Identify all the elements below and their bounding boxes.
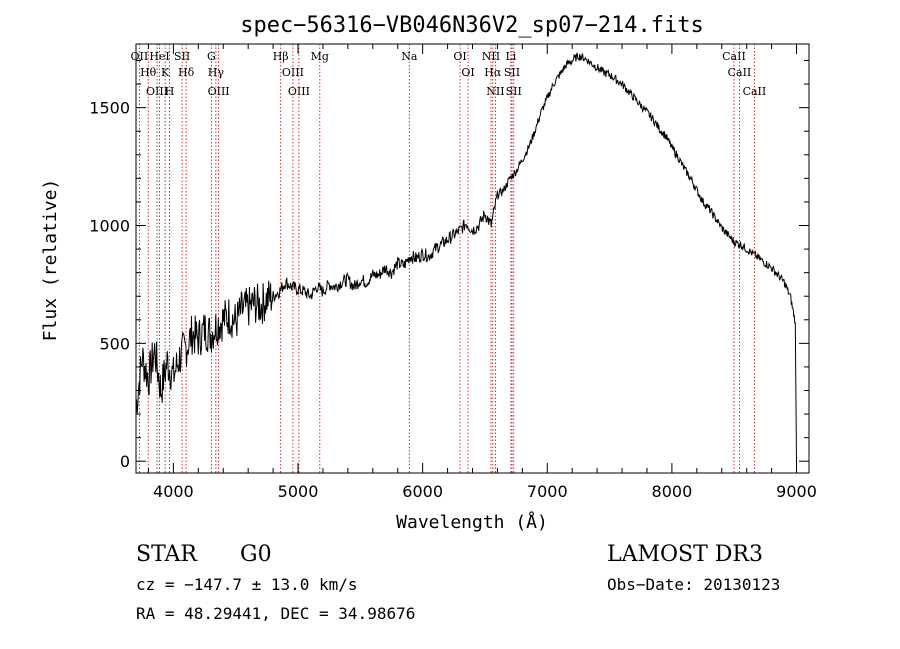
emission-line-markers: OII Hθ OIII HeI KH SII Hδ G Hγ OIII Hβ OIII OIII Mg Na… [131,44,767,473]
y-tick-label: 0 [120,452,130,471]
spectral-line-label: OI [461,66,474,79]
axes: 4000 5000 6000 7000 8000 9000 0 500 1000 1500 [89,44,817,501]
spectral-line-label: Hγ [208,66,225,79]
spectral-line-label: Na [401,50,418,63]
object-class: STAR [136,542,198,567]
spectral-line-label: Hδ [178,66,195,79]
x-tick-label: 6000 [402,482,443,501]
spectral-line-label: SII [504,66,520,79]
obs-date: Obs−Date: 20130123 [607,575,780,594]
spectral-line-label: H [165,85,175,98]
y-tick-label: 500 [99,334,130,353]
x-tick-label: 4000 [153,482,194,501]
survey-name: LAMOST DR3 [607,542,763,567]
spectral-line-label: CaII [743,85,767,98]
spectral-line-label: HeI [149,50,169,63]
y-axis-label: Flux (relative) [40,179,61,342]
y-tick-label: 1500 [89,99,130,118]
spectral-line-label: OIII [208,85,230,98]
spectral-line-label: Hβ [273,50,289,63]
spectral-line-label: CaII [728,66,752,79]
object-subclass: G0 [240,542,272,567]
x-tick-label: 5000 [278,482,319,501]
chart-title: spec−56316−VB046N36V2_sp07−214.fits [240,13,704,38]
spectrum-series-line [135,52,797,464]
spectral-line-label: NII [482,50,500,63]
spectral-line-label: K [161,66,170,79]
plot-frame [135,43,810,474]
spectral-line-label: G [207,50,216,63]
spectral-line-label: CaII [722,50,746,63]
spectral-line-label: Li [505,50,516,63]
y-tick-label: 1000 [89,217,130,236]
spectral-line-label: Mg [311,50,329,63]
spectral-line-label: NII [486,85,504,98]
spectral-line-label: OIII [288,85,310,98]
spectral-line-label: OII [131,50,149,63]
x-tick-label: 8000 [652,482,693,501]
spectral-line-label: Hθ [140,66,157,79]
redshift-velocity: cz = −147.7 ± 13.0 km/s [136,575,358,594]
spectral-line-label: Hα [484,66,502,79]
spectral-line-label: SII [174,50,190,63]
spectral-line-label: SII [506,85,522,98]
x-tick-label: 7000 [527,482,568,501]
spectral-line-label: OIII [282,66,304,79]
spectral-line-label: OI [453,50,466,63]
spectral-line-label: OIII [146,85,168,98]
ra-dec: RA = 48.29441, DEC = 34.98676 [136,604,415,623]
x-axis-label: Wavelength (Å) [396,511,548,533]
x-tick-label: 9000 [776,482,817,501]
